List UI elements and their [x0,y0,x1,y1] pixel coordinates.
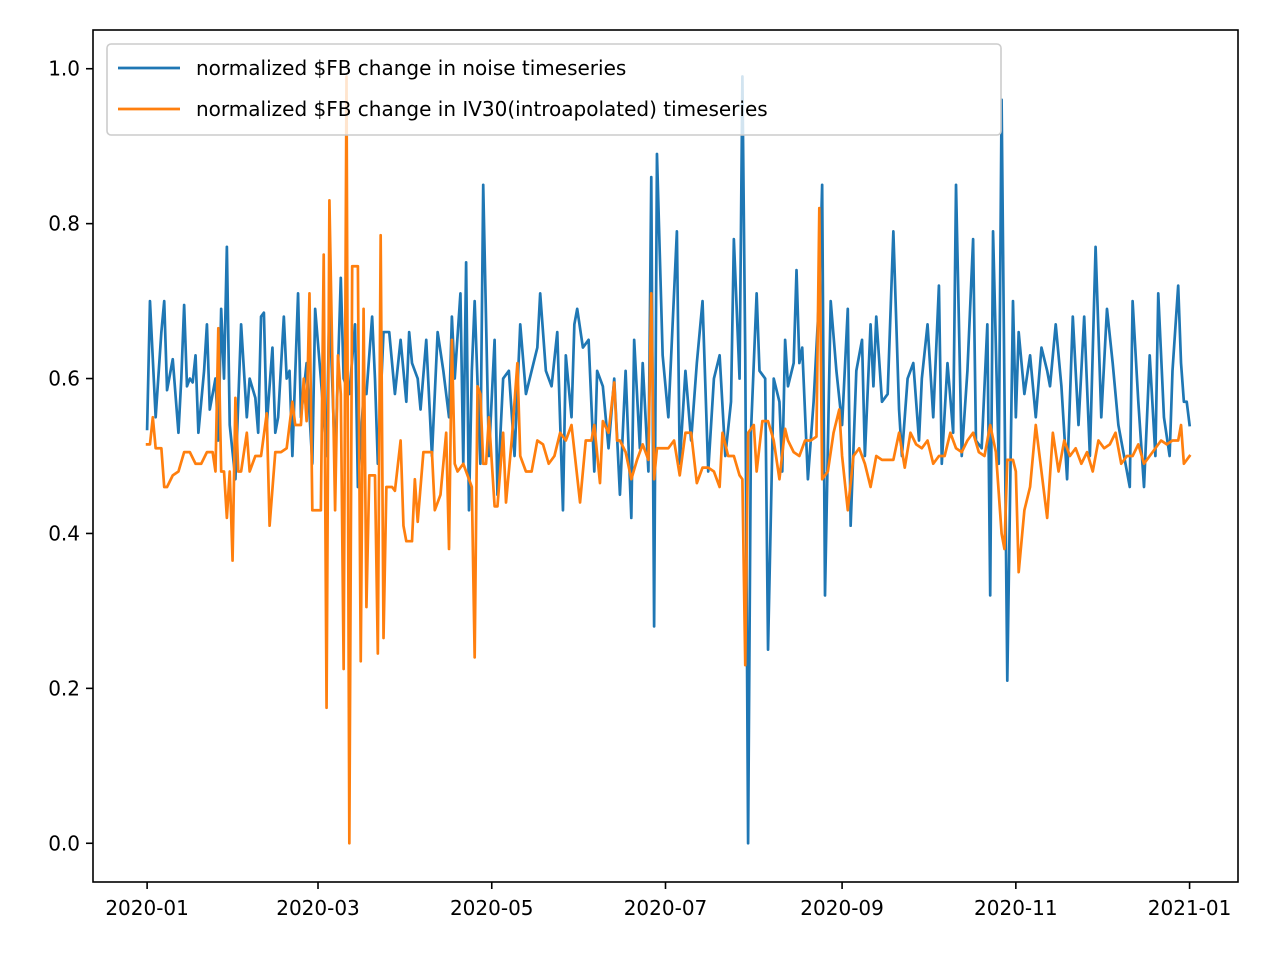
x-tick-label: 2020-05 [450,896,534,920]
y-tick-label: 0.8 [48,212,80,236]
x-tick-label: 2020-01 [105,896,189,920]
x-tick-label: 2021-01 [1148,896,1232,920]
axes-layer: 2020-01 2020-03 2020-05 2020-07 2020-09 2020-… [48,29,1239,920]
x-tick-label: 2020-11 [974,896,1058,920]
x-tick-label: 2020-03 [276,896,360,920]
y-tick-label: 0.6 [48,367,80,391]
legend-label: normalized $FB change in noise timeserie… [196,56,626,80]
series-layer [145,75,1192,845]
y-tick-label: 0.4 [48,521,80,545]
y-tick-label: 0.0 [48,831,80,855]
legend-label: normalized $FB change in IV30(introapola… [196,97,768,121]
legend-box [106,43,1002,136]
y-tick-label: 1.0 [48,57,80,81]
legend: normalized $FB change in noise timeserie… [106,43,1002,136]
x-tick-label: 2020-07 [624,896,708,920]
x-tick-label: 2020-09 [800,896,884,920]
series-line-2 [145,75,1192,845]
y-tick-label: 0.2 [48,676,80,700]
